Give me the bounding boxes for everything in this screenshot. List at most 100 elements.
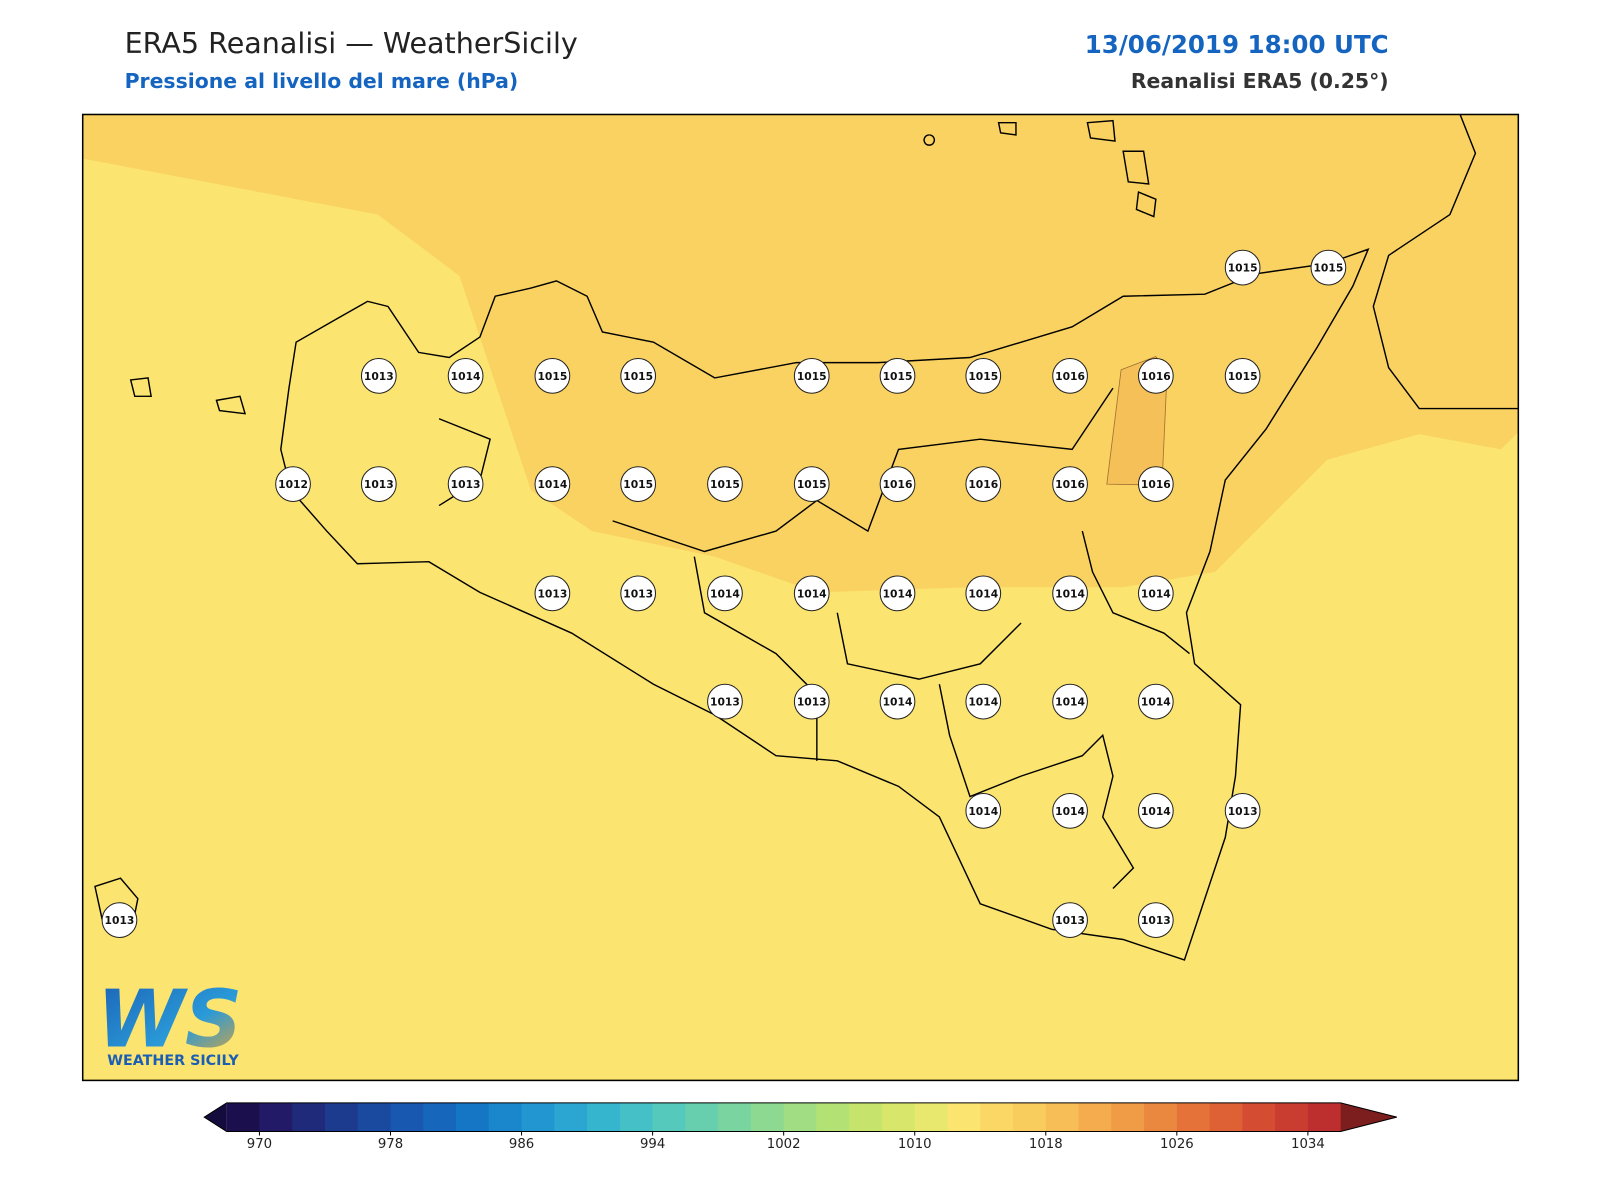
colorbar-bin <box>783 1102 817 1132</box>
station-marker <box>793 358 830 394</box>
logo-mark: WS <box>97 973 242 1066</box>
station-marker <box>707 575 743 612</box>
station-marker <box>1224 249 1261 286</box>
station-marker <box>965 683 1002 720</box>
station-value: 1014 <box>710 587 740 600</box>
colorbar-tick-label: 1010 <box>898 1137 932 1152</box>
colorbar-bin <box>980 1102 1014 1132</box>
station-marker <box>534 466 571 502</box>
station-marker <box>447 358 484 394</box>
colorbar-bin <box>1111 1102 1145 1132</box>
station-value: 1016 <box>883 478 913 491</box>
station-marker <box>360 466 397 502</box>
station-value: 1014 <box>1141 805 1171 818</box>
station-marker <box>707 466 743 502</box>
station-marker <box>965 358 1002 394</box>
colorbar-bin <box>652 1102 686 1132</box>
coastlines <box>94 114 1519 961</box>
station-marker <box>1224 792 1261 829</box>
station-marker <box>1052 683 1088 720</box>
station-marker <box>1137 466 1174 502</box>
station-marker <box>275 466 311 502</box>
station-value: 1015 <box>710 478 740 491</box>
colorbar-bin <box>259 1102 293 1132</box>
stations: 1015 1015 1013 1014 1015 1015 1015 1015 1015 1016… <box>101 249 1347 938</box>
colorbar-bin <box>1045 1102 1080 1132</box>
station-value: 1016 <box>1141 478 1171 491</box>
colorbar-bin <box>947 1102 981 1132</box>
station-value: 1014 <box>1055 696 1085 709</box>
station-marker <box>879 575 916 612</box>
colorbar-tick-label: 978 <box>378 1137 403 1152</box>
station-marker <box>1137 358 1174 394</box>
colorbar-bin <box>226 1102 260 1132</box>
station-value: 1015 <box>797 370 827 383</box>
colorbar-bin <box>390 1102 424 1132</box>
colorbar-bin <box>619 1102 654 1132</box>
colorbar-extend-high <box>1340 1102 1397 1132</box>
station-marker <box>1310 249 1347 286</box>
station-value: 1015 <box>623 370 653 383</box>
datetime: 13/06/2019 18:00 UTC <box>1085 30 1389 59</box>
colorbar-bin <box>718 1102 752 1132</box>
station-value: 1015 <box>623 478 653 491</box>
station-value: 1014 <box>1141 696 1171 709</box>
station-value: 1014 <box>883 696 913 709</box>
colorbar-bin <box>1144 1102 1178 1132</box>
colorbar-bin <box>1307 1102 1342 1132</box>
station-value: 1016 <box>1055 370 1085 383</box>
station-value: 1013 <box>797 696 827 709</box>
station-marker <box>879 358 916 394</box>
station-marker <box>1052 358 1088 394</box>
colorbar: 970 978 986 994 1002 1010 1018 1026 1034 <box>203 1102 1397 1152</box>
colorbar-bin <box>1275 1102 1309 1132</box>
station-value: 1014 <box>797 587 827 600</box>
station-value: 1013 <box>364 370 394 383</box>
subtitle: Pressione al livello del mare (hPa) <box>125 69 519 93</box>
station-marker <box>965 792 1002 829</box>
station-marker <box>793 575 830 612</box>
station-marker <box>620 575 657 612</box>
colorbar-bin <box>685 1102 719 1132</box>
station-marker <box>879 683 916 720</box>
station-marker <box>965 466 1002 502</box>
colorbar-bin <box>816 1102 850 1132</box>
station-marker <box>1224 358 1261 394</box>
colorbar-tick-label: 986 <box>509 1137 534 1152</box>
colorbar-bin <box>324 1102 359 1132</box>
station-value: 1014 <box>1055 587 1085 600</box>
station-value: 1015 <box>883 370 913 383</box>
station-value: 1013 <box>537 587 567 600</box>
station-marker <box>534 575 571 612</box>
colorbar-tick-label: 1018 <box>1029 1137 1063 1152</box>
station-marker <box>1052 792 1088 829</box>
logo-text: WEATHER SICILY <box>107 1053 239 1069</box>
station-value: 1013 <box>105 914 135 927</box>
station-marker <box>1137 792 1174 829</box>
colorbar-bin <box>849 1102 883 1132</box>
station-marker <box>1052 575 1088 612</box>
station-value: 1015 <box>797 478 827 491</box>
station-value: 1014 <box>537 478 567 491</box>
station-value: 1015 <box>1228 262 1258 275</box>
station-marker <box>965 575 1002 612</box>
station-marker <box>1137 902 1174 938</box>
station-value: 1016 <box>1055 478 1085 491</box>
station-marker <box>447 466 484 502</box>
station-marker <box>620 466 657 502</box>
station-marker <box>1052 902 1088 938</box>
colorbar-bin <box>521 1102 555 1132</box>
station-value: 1015 <box>1313 262 1343 275</box>
map-frame <box>81 113 1520 1082</box>
source: Reanalisi ERA5 (0.25°) <box>1131 69 1389 93</box>
colorbar-tick-label: 1002 <box>767 1137 801 1152</box>
colorbar-bin <box>1209 1102 1243 1132</box>
title: ERA5 Reanalisi — WeatherSicily <box>125 26 578 60</box>
colorbar-bin <box>750 1102 785 1132</box>
colorbar-bin <box>587 1102 621 1132</box>
station-marker <box>793 466 830 502</box>
station-marker <box>534 358 571 394</box>
station-value: 1015 <box>537 370 567 383</box>
station-value: 1014 <box>968 696 998 709</box>
